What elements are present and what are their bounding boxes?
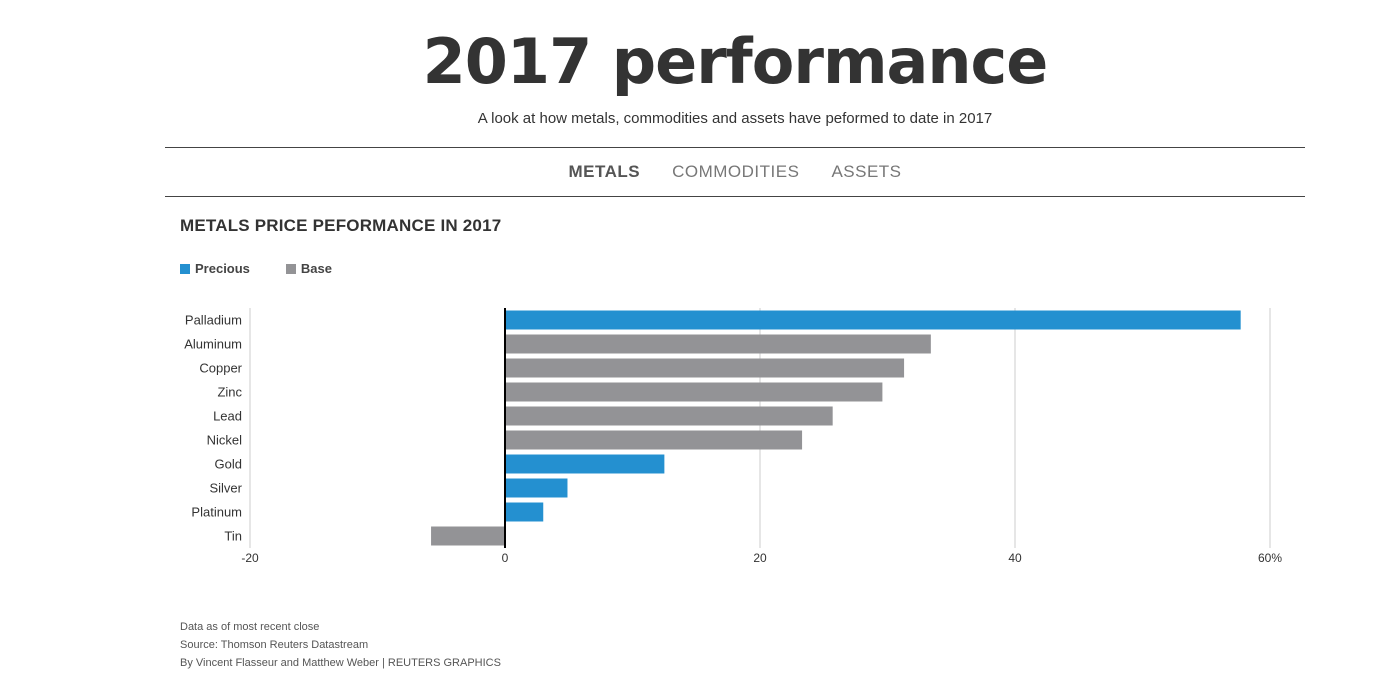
x-tick-label-4: 60% [1258, 551, 1282, 565]
chart-title: METALS PRICE PEFORMANCE IN 2017 [180, 216, 502, 235]
bar-chart: Palladium Aluminum Copper Zinc Lead Nickel Gol… [184, 308, 1282, 565]
category-label-aluminum: Aluminum [184, 337, 242, 352]
category-label-palladium: Palladium [185, 313, 242, 328]
legend-swatch-precious [180, 263, 190, 274]
category-label-copper: Copper [199, 361, 242, 376]
tab-commodities[interactable]: COMMODITIES [672, 162, 800, 181]
page-title: 2017 performance [422, 25, 1049, 98]
data-note: Data as of most recent close [180, 621, 320, 633]
category-label-platinum: Platinum [191, 505, 242, 520]
credit-note: By Vincent Flasseur and Matthew Weber | … [180, 657, 501, 669]
category-nav: METALS COMMODITIES ASSETS [165, 148, 1305, 196]
nav-bottom-divider [165, 196, 1305, 197]
source-note: Source: Thomson Reuters Datastream [180, 639, 369, 651]
bar-gold [505, 454, 665, 474]
bar-copper [505, 358, 905, 378]
tab-assets[interactable]: ASSETS [831, 162, 902, 181]
legend-item-precious: Precious [180, 261, 250, 276]
bar-zinc [505, 382, 883, 402]
bar-silver [505, 478, 568, 498]
bar-platinum [505, 502, 544, 522]
legend-label-base: Base [300, 261, 332, 276]
category-label-gold: Gold [215, 457, 242, 472]
x-tick-label-0: -20 [241, 551, 259, 565]
nav-top-divider [165, 147, 1305, 148]
x-tick-label-3: 40 [1008, 551, 1022, 565]
legend-item-base: Base [285, 261, 332, 276]
tab-metals[interactable]: METALS [568, 162, 641, 181]
bar-palladium [505, 310, 1241, 330]
legend-label-precious: Precious [195, 261, 250, 276]
chart-notes: Data as of most recent close Source: Tho… [180, 618, 501, 672]
bar-tin [431, 526, 505, 546]
page-subtitle: A look at how metals, commodities and as… [477, 110, 993, 127]
legend-swatch-base [285, 263, 296, 274]
x-tick-label-1: 0 [502, 551, 509, 565]
x-tick-label-2: 20 [753, 551, 767, 565]
bar-lead [505, 406, 833, 426]
category-label-silver: Silver [209, 481, 242, 496]
bar-aluminum [505, 334, 931, 354]
category-label-lead: Lead [213, 409, 242, 424]
category-label-nickel: Nickel [207, 433, 243, 448]
category-label-tin: Tin [224, 529, 242, 544]
chart-legend: Precious Base [180, 261, 332, 276]
category-label-zinc: Zinc [217, 385, 242, 400]
bar-nickel [505, 430, 803, 450]
